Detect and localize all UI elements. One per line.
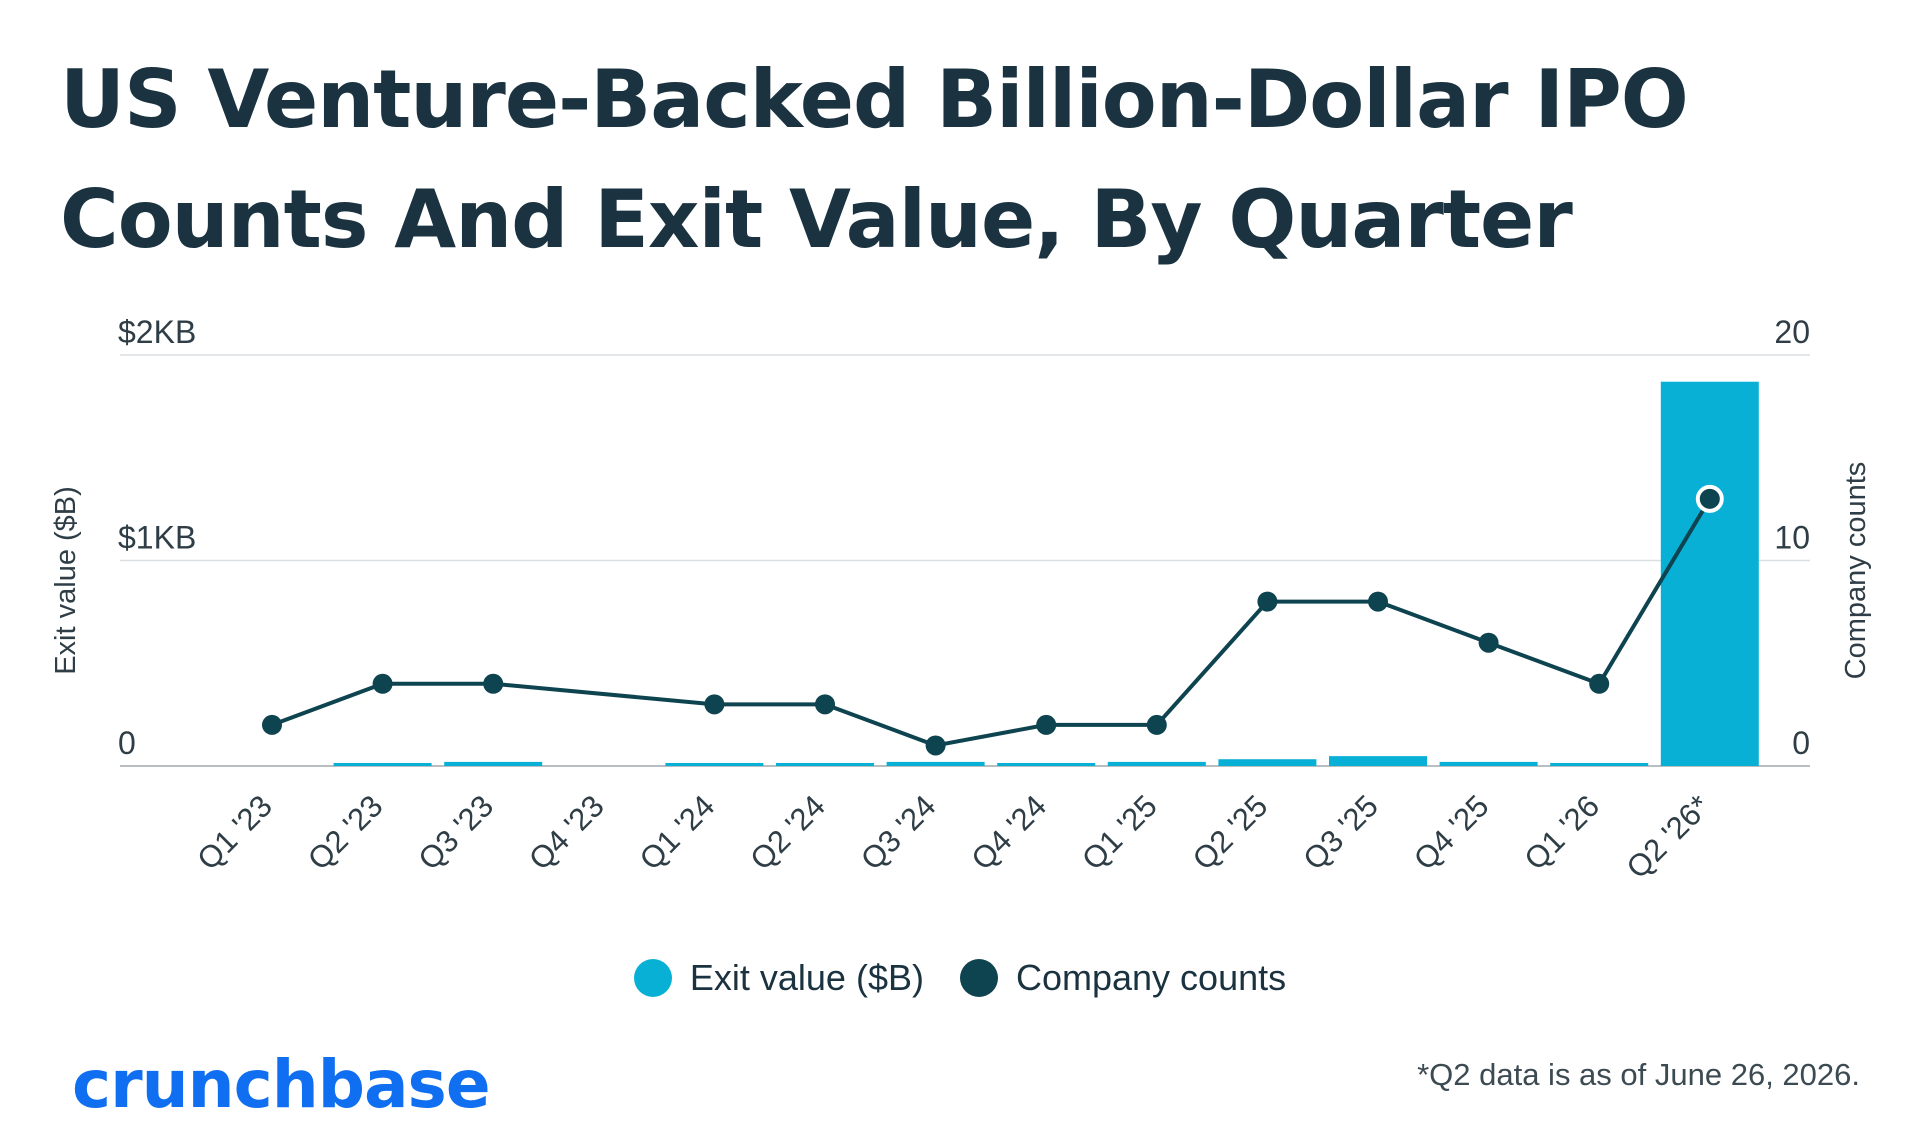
chart-title-line-2: Counts And Exit Value, By Quarter — [60, 173, 1573, 266]
bar-9 — [1218, 759, 1317, 766]
x-tick-label: Q3 '24 — [854, 788, 943, 877]
legend-label-exit-value: Exit value ($B) — [689, 957, 924, 998]
chart-plot: 0 $1KB $2KB 0 10 20 Exit value ($B) Company cou… — [50, 314, 1872, 885]
bar-2 — [444, 761, 543, 766]
x-tick-label: Q4 '23 — [522, 788, 611, 877]
bar-11 — [1439, 761, 1538, 766]
point-13 — [1695, 484, 1724, 513]
legend-swatch-exit-value — [633, 959, 672, 997]
bar-12 — [1550, 763, 1649, 766]
legend-item-company-counts[interactable]: Company counts — [959, 957, 1287, 999]
point-2 — [483, 673, 504, 694]
x-tick-label: Q1 '25 — [1075, 788, 1164, 877]
x-tick-label: Q3 '25 — [1296, 788, 1385, 877]
company-counts-line — [271, 497, 1712, 748]
y-right-tick-label: 0 — [1792, 725, 1810, 761]
x-tick-label: Q2 '24 — [743, 788, 832, 877]
chart-title: US Venture-Backed Billion-Dollar IPO Cou… — [60, 40, 1860, 280]
y-right-tick-label: 10 — [1774, 520, 1810, 556]
x-tick-label: Q3 '23 — [411, 788, 500, 877]
point-10 — [1368, 591, 1388, 612]
gridlines — [120, 354, 1810, 767]
point-8 — [1146, 714, 1167, 735]
legend-label-company-counts: Company counts — [1015, 957, 1287, 998]
x-tick-label: Q2 '23 — [301, 788, 390, 877]
point-12 — [1589, 673, 1610, 694]
point-11 — [1478, 632, 1499, 653]
chart-legend: Exit value ($B) Company counts — [0, 950, 1920, 1006]
bar-series-exit-value — [333, 381, 1759, 766]
line-series-company-counts — [262, 484, 1724, 756]
point-4 — [704, 694, 725, 715]
bar-13 — [1660, 381, 1759, 766]
bar-10 — [1329, 756, 1427, 766]
y-left-tick-label: $1KB — [118, 520, 196, 556]
point-6 — [925, 735, 946, 756]
bar-5 — [776, 763, 874, 766]
axes: 0 $1KB $2KB 0 10 20 Exit value ($B) Company cou… — [50, 314, 1872, 885]
point-5 — [815, 694, 835, 715]
bar-4 — [665, 763, 764, 766]
y-left-axis-title: Exit value ($B) — [50, 486, 82, 675]
point-9 — [1257, 591, 1278, 612]
legend-item-exit-value[interactable]: Exit value ($B) — [633, 957, 924, 999]
x-tick-label: Q1 '26 — [1517, 788, 1606, 877]
y-right-axis-title: Company counts — [1840, 462, 1872, 680]
crunchbase-logo[interactable]: crunchbase — [72, 1046, 491, 1123]
footnote: *Q2 data is as of June 26, 2026. — [1417, 1057, 1860, 1092]
point-7 — [1036, 714, 1057, 735]
x-tick-label: Q1 '23 — [190, 788, 279, 877]
x-tick-label: Q1 '24 — [633, 788, 722, 877]
point-0 — [262, 714, 282, 735]
chart-title-line-1: US Venture-Backed Billion-Dollar IPO — [60, 53, 1689, 146]
point-1 — [372, 673, 393, 694]
bar-7 — [997, 763, 1096, 766]
x-tick-label: Q2 '26* — [1620, 788, 1717, 885]
bar-8 — [1107, 761, 1206, 766]
x-tick-label: Q4 '25 — [1407, 788, 1496, 877]
y-left-tick-label: $2KB — [118, 314, 196, 350]
y-left-tick-label: 0 — [118, 725, 136, 761]
bar-1 — [333, 763, 432, 766]
legend-swatch-company-counts — [959, 959, 998, 997]
bar-6 — [886, 761, 985, 766]
y-right-tick-label: 20 — [1774, 314, 1810, 350]
x-tick-label: Q4 '24 — [964, 788, 1053, 877]
x-tick-label: Q2 '25 — [1186, 788, 1275, 877]
